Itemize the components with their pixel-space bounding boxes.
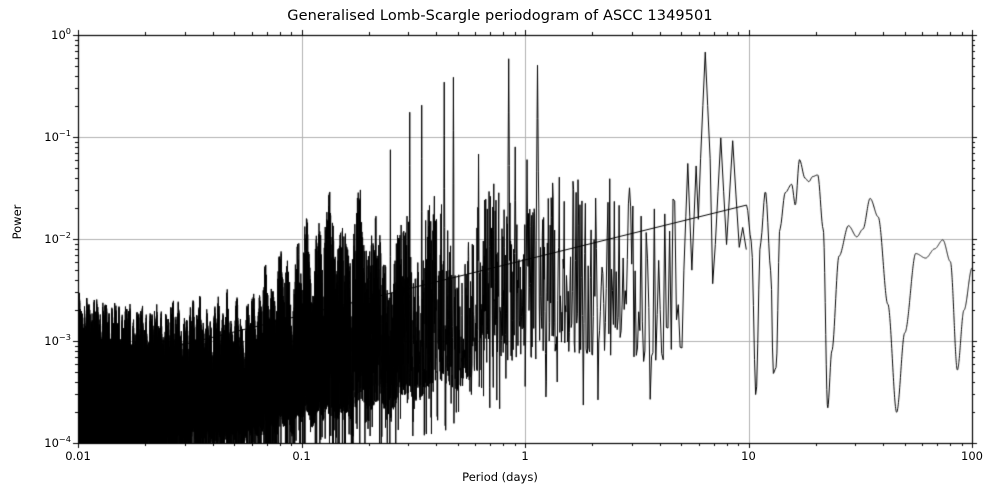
- x-tick-label: 0.1: [292, 449, 311, 463]
- x-tick-label: 0.01: [65, 449, 91, 463]
- x-tick-label: 10: [741, 449, 756, 463]
- chart-title: Generalised Lomb-Scargle periodogram of …: [287, 8, 713, 24]
- x-axis-label: Period (days): [462, 470, 538, 484]
- y-tick-label: 10−3: [44, 332, 71, 348]
- y-axis-label: Power: [10, 204, 24, 240]
- x-tick-label: 1: [521, 449, 529, 463]
- y-tick-label: 10−4: [44, 434, 71, 450]
- y-tick-label: 10−2: [44, 230, 71, 246]
- x-tick-label: 100: [961, 449, 983, 463]
- y-tick-label: 100: [51, 26, 71, 42]
- y-tick-label: 10−1: [44, 128, 71, 144]
